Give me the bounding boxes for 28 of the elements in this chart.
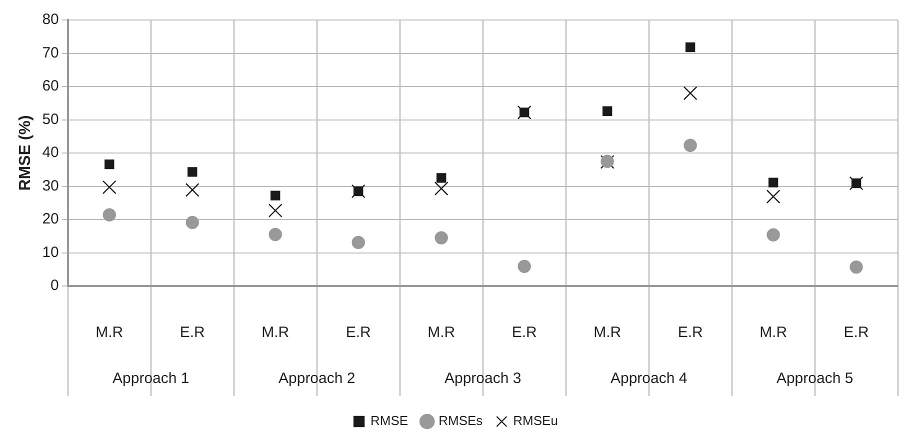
x-tick-label: E.R	[180, 324, 206, 342]
y-tick-label: 10	[42, 244, 59, 261]
text: Approach 1	[112, 370, 190, 388]
legend-label: RMSE	[370, 413, 408, 428]
text: Approach 5	[776, 370, 854, 388]
text: Approach 2	[278, 370, 356, 388]
x-tick-label: E.R	[346, 324, 372, 342]
legend-label: RMSEu	[513, 413, 558, 428]
text: Approach 4	[610, 370, 688, 388]
y-tick-label: 20	[42, 210, 59, 228]
y-tick-label: 80	[42, 11, 59, 28]
x-tick-label: M.R	[594, 324, 622, 342]
y-axis-title: RMSE (%)	[17, 115, 34, 191]
x-tick-label: M.R	[262, 324, 290, 342]
x-tick-label: E.R	[678, 324, 703, 342]
x-tick-label: M.R	[760, 324, 788, 342]
text: Approach 3	[444, 370, 522, 388]
y-tick-label: 30	[42, 177, 59, 194]
y-tick-label: 70	[42, 44, 59, 62]
y-tick-label: 50	[42, 110, 59, 128]
x-tick-label: M.R	[96, 324, 124, 342]
x-tick-label: E.R	[844, 324, 869, 342]
y-tick-label: 40	[42, 144, 59, 162]
x-tick-label: E.R	[512, 324, 538, 342]
x-tick-label: M.R	[428, 324, 456, 342]
y-tick-label: 0	[50, 277, 59, 294]
y-tick-label: 60	[42, 78, 59, 95]
legend-label: RMSEs	[438, 413, 484, 428]
